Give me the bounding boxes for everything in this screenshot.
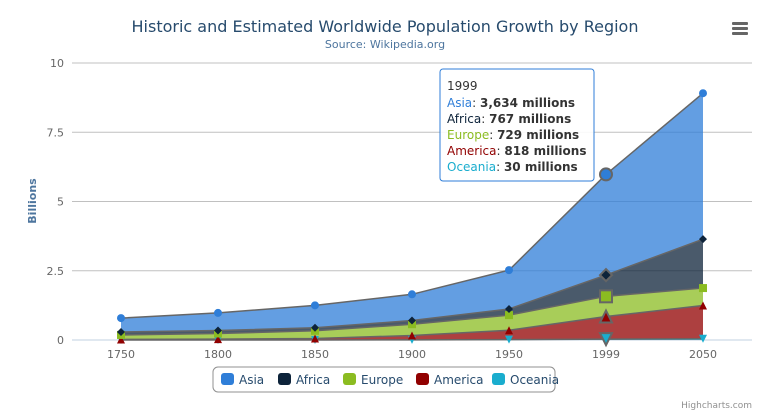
legend-swatch	[492, 373, 505, 385]
tooltip-series-name: Asia	[447, 96, 472, 110]
tooltip-value: 729 millions	[497, 128, 579, 142]
y-axis-label: Billions	[26, 178, 39, 224]
legend-item-america[interactable]: America	[416, 373, 484, 387]
legend-item-oceania[interactable]: Oceania	[492, 373, 559, 387]
chart-title: Historic and Estimated Worldwide Populat…	[132, 17, 639, 36]
marker-america-1900	[408, 331, 416, 340]
legend-item-africa[interactable]: Africa	[278, 373, 330, 387]
x-tick-label: 1950	[495, 348, 523, 361]
tooltip-row: Europe: 729 millions	[447, 128, 579, 142]
marker-africa-1999	[598, 267, 614, 283]
area-africa	[121, 239, 703, 335]
legend-swatch	[343, 373, 356, 385]
tooltip-value: 30 millions	[504, 160, 578, 174]
legend-swatch	[416, 373, 429, 385]
x-tick-label: 1900	[398, 348, 426, 361]
marker-oceania-1950	[505, 335, 513, 344]
marker-oceania-1999	[598, 332, 614, 348]
tooltip-colon: :	[489, 128, 497, 142]
tooltip-box	[439, 68, 595, 182]
marker-africa-1950	[505, 304, 513, 313]
marker-asia-1750	[117, 314, 125, 323]
marker-asia-1800	[214, 308, 222, 317]
legend-swatch	[221, 373, 234, 385]
hamburger-menu-icon	[732, 22, 748, 35]
chart-subtitle: Source: Wikipedia.org	[325, 38, 445, 51]
marker-asia-1999	[599, 167, 613, 182]
marker-america-1999	[598, 308, 614, 324]
tooltip-colon: :	[497, 144, 505, 158]
tooltip-row: Africa: 767 millions	[447, 112, 571, 126]
tooltip-header: 1999	[447, 79, 478, 93]
marker-asia-1850	[311, 301, 319, 310]
legend-label: Africa	[296, 373, 330, 387]
legend-box	[212, 366, 556, 393]
tooltip-series-name: Oceania	[447, 160, 496, 174]
y-tick-label: 0	[57, 334, 64, 347]
y-tick-label: 7.5	[47, 126, 65, 139]
marker-asia-1950	[505, 266, 513, 275]
legend-label: Europe	[361, 373, 403, 387]
marker-africa-1850	[311, 323, 319, 332]
tooltip-colon: :	[472, 96, 480, 110]
x-tick-label: 1800	[204, 348, 232, 361]
marker-africa-1800	[214, 326, 222, 335]
credits-link[interactable]: Highcharts.com	[681, 401, 752, 411]
marker-europe-2050	[699, 284, 707, 293]
area-asia	[121, 93, 703, 332]
tooltip-value: 818 millions	[504, 144, 586, 158]
area-america	[121, 305, 703, 340]
legend-swatch	[278, 373, 291, 385]
tooltip-row: Asia: 3,634 millions	[447, 96, 575, 110]
marker-asia-1900	[408, 290, 416, 299]
marker-america-1850	[311, 334, 319, 343]
marker-oceania-2050	[699, 334, 707, 343]
marker-asia-2050	[699, 89, 707, 98]
marker-america-2050	[699, 301, 707, 310]
x-tick-label: 2050	[689, 348, 717, 361]
tooltip-colon: :	[481, 112, 489, 126]
tooltip-row: America: 818 millions	[447, 144, 586, 158]
tooltip-row: Oceania: 30 millions	[447, 160, 578, 174]
legend-label: Asia	[239, 373, 264, 387]
tooltip-value: 3,634 millions	[480, 96, 575, 110]
marker-america-1950	[505, 326, 513, 335]
x-tick-label: 1850	[301, 348, 329, 361]
marker-america-1750	[117, 335, 125, 344]
tooltip-colon: :	[496, 160, 504, 174]
menu-button[interactable]	[728, 18, 752, 40]
marker-europe-1950	[505, 311, 513, 320]
marker-america-1800	[214, 335, 222, 344]
tooltip-series-name: Africa	[447, 112, 481, 126]
tooltip-series-name: America	[447, 144, 497, 158]
marker-africa-2050	[699, 235, 707, 244]
y-tick-label: 2.5	[47, 265, 65, 278]
legend-item-europe[interactable]: Europe	[343, 373, 403, 387]
tooltip-series-name: Europe	[447, 128, 489, 142]
legend-item-asia[interactable]: Asia	[221, 373, 264, 387]
legend-label: Oceania	[510, 373, 559, 387]
x-tick-label: 1999	[592, 348, 620, 361]
y-tick-label: 5	[57, 196, 64, 209]
marker-europe-1999	[599, 289, 613, 304]
x-tick-label: 1750	[107, 348, 135, 361]
tooltip: 1999 Asia: 3,634 millions Africa: 767 mill…	[439, 68, 595, 182]
tooltip-value: 767 millions	[489, 112, 571, 126]
marker-africa-1750	[117, 327, 125, 336]
marker-africa-1900	[408, 316, 416, 325]
legend-label: America	[434, 373, 484, 387]
y-tick-label: 10	[50, 57, 64, 70]
